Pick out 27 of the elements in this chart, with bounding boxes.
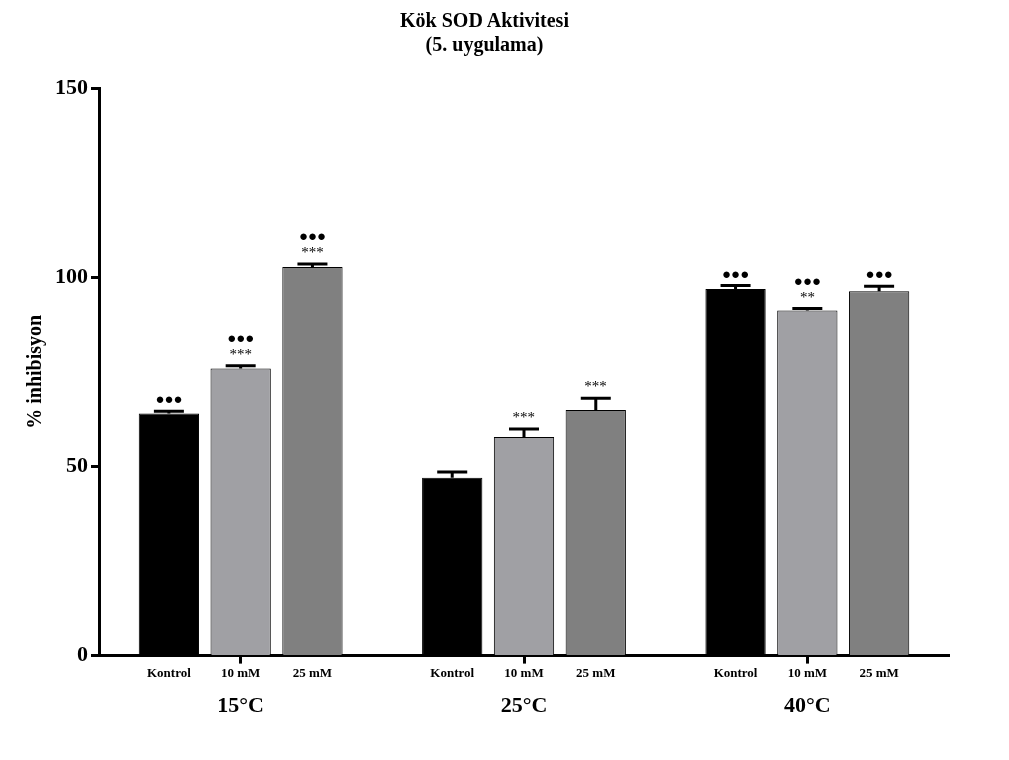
x-tick-label: 25°C	[500, 692, 548, 718]
y-tick-label: 150	[55, 73, 88, 99]
data-label: ●●●	[865, 266, 893, 283]
text: 25 mM	[859, 665, 899, 681]
series-label: 25 mM	[292, 665, 333, 681]
data-label: ●●● ***	[298, 227, 327, 260]
text: 10 mM	[787, 665, 828, 681]
y-tick-label: 50	[66, 452, 88, 478]
text: 25 mM	[576, 665, 616, 681]
x-tick-label: 40°C	[783, 692, 831, 718]
series-label: Kontrol	[146, 665, 192, 681]
text: 10 mM	[504, 665, 544, 681]
text: Kontrol	[430, 665, 475, 681]
text: Kontrol	[713, 665, 758, 681]
data-label: ●●●	[722, 265, 750, 282]
data-label: ***	[584, 378, 607, 395]
data-label: ●●●	[155, 391, 183, 408]
text: Kök SOD Aktivitesi	[400, 9, 569, 32]
data-label: ***	[512, 408, 535, 425]
data-label: ●●● **	[793, 272, 822, 305]
text: (5. uygulama)	[425, 33, 544, 56]
x-tick-label: 15°C	[217, 692, 265, 718]
y-tick-label: 0	[77, 641, 88, 667]
data-label: ●●● ***	[227, 329, 255, 362]
y-tick-label: 100	[55, 262, 88, 288]
series-label: 10 mM	[220, 665, 261, 681]
y-axis-title: % inhibisyon	[23, 314, 47, 429]
